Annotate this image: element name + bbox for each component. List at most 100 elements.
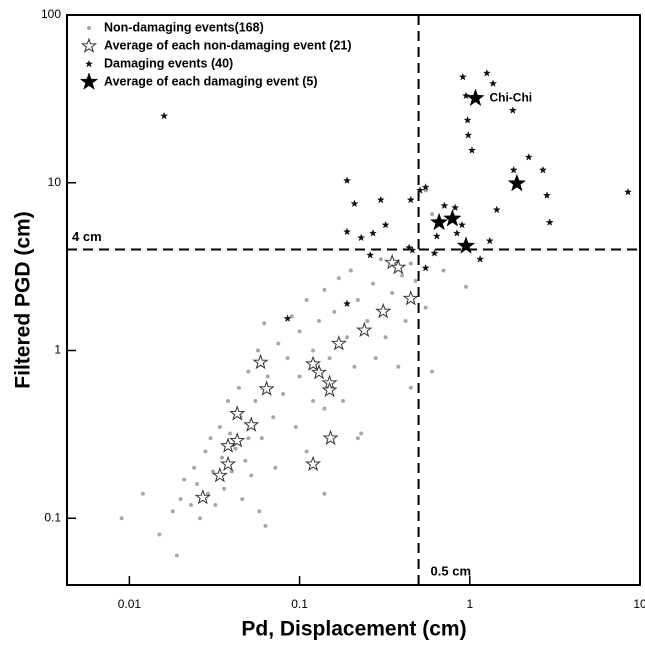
data-point [327,356,332,361]
threshold-label: 4 cm [72,229,102,244]
legend-label: Damaging events (40) [104,56,233,70]
data-point [458,72,467,81]
data-point [378,257,383,262]
data-point [297,374,302,379]
x-tick-label: 0.1 [291,597,308,611]
data-point [355,298,360,302]
data-point [508,106,517,114]
legend-label: Non-damaging events(168) [104,20,264,34]
data-point [482,68,491,77]
data-point [283,314,292,323]
data-point [355,436,360,441]
data-point [119,516,124,521]
data-point [451,203,460,212]
data-point [311,348,316,353]
data-point [276,341,281,346]
data-point [316,318,321,323]
data-point [429,212,449,231]
annotation: Chi-Chi [489,90,532,104]
data-point [488,79,498,88]
data-point [441,268,446,273]
data-point [368,228,378,237]
data-point [390,258,407,275]
data-point [258,380,275,396]
data-point [332,309,337,314]
data-point [408,245,417,254]
data-point [322,491,327,496]
data-point [366,250,375,259]
data-point [403,318,408,323]
legend-marker [84,59,94,68]
data-point [383,335,388,340]
data-point [243,458,248,463]
data-point [476,254,485,263]
data-point [464,130,473,139]
x-tick-label: 10 [633,597,645,611]
data-point [140,491,145,496]
data-point [253,398,258,403]
data-point [421,263,430,272]
y-axis-title: Filtered PGD (cm) [12,211,35,388]
data-point [226,398,231,403]
data-point [468,146,477,154]
data-point [246,436,251,441]
data-point [285,356,290,361]
data-point [432,231,441,240]
data-point [160,111,169,120]
legend-marker [80,37,98,53]
data-point [485,236,494,245]
x-tick-label: 1 [466,597,473,611]
y-tick-label: 0.1 [44,510,61,524]
data-point [252,353,269,370]
data-point [373,356,378,361]
data-point [188,502,193,507]
data-point [371,281,376,286]
data-point [304,355,322,371]
data-point [430,369,435,374]
data-point [406,195,415,204]
data-point [219,455,237,472]
data-point [357,233,366,242]
data-point [211,469,216,474]
data-point [304,455,322,472]
data-point [219,437,237,453]
legend-marker [87,26,91,30]
data-point [206,491,211,496]
data-point [507,173,527,192]
data-point [178,497,183,502]
data-point [430,212,435,217]
data-point [263,523,268,528]
data-point [259,436,264,441]
data-point [415,186,425,194]
data-point [396,364,401,369]
data-point [336,276,341,281]
x-axis-title: Pd, Displacement (cm) [241,618,466,641]
data-point [217,424,222,429]
y-tick-label: 1 [54,343,61,357]
y-tick-label: 10 [48,175,62,189]
data-point [356,321,373,338]
data-point [321,381,338,398]
data-point [413,278,418,283]
data-point [182,477,187,482]
data-point [211,466,228,483]
data-point [198,516,203,521]
data-point [311,398,316,403]
legend-label: Average of each damaging event (5) [104,74,318,88]
data-point [213,502,218,507]
data-point [157,532,162,537]
data-point [262,321,267,326]
data-point [466,88,485,107]
data-point [408,385,413,390]
data-point [322,287,327,292]
data-point [281,392,286,397]
data-point [381,220,390,229]
data-point [229,432,246,448]
data-point [236,385,241,390]
data-point [376,195,385,204]
data-point [297,329,302,334]
data-point [348,268,353,273]
data-point [322,406,327,411]
data-point [233,446,238,451]
